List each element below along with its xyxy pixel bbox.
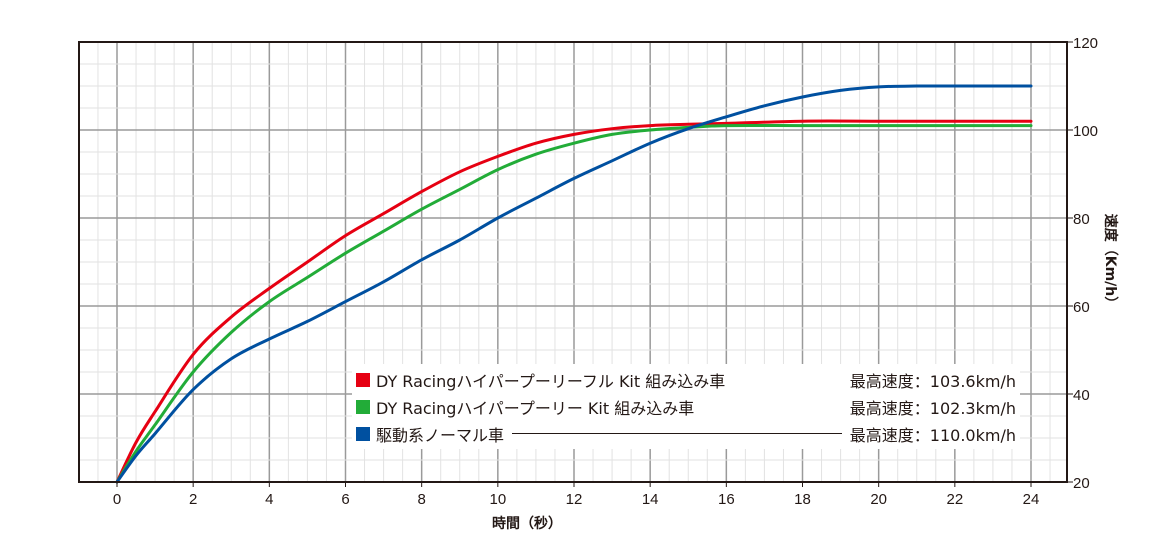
y-tick-label: 40 <box>1073 387 1090 404</box>
legend-label: DY Racingハイパープーリーフル Kit 組み込み車 <box>376 371 726 391</box>
x-tick-label: 18 <box>794 491 811 508</box>
x-tick-label: 0 <box>113 491 121 508</box>
x-tick-label: 8 <box>417 491 425 508</box>
y-axis-ticks: 20 40 60 80 100 120 <box>1067 35 1098 492</box>
x-axis-ticks: 0 2 4 6 8 10 12 14 16 18 20 22 24 <box>113 482 1040 508</box>
legend-swatch-blue <box>356 426 370 441</box>
y-tick-label: 120 <box>1073 35 1098 52</box>
legend-item-normal: 駆動系ノーマル車 最高速度：110.0km/h <box>356 420 1016 447</box>
legend: DY Racingハイパープーリーフル Kit 組み込み車 最高速度：103.6… <box>352 364 1020 449</box>
x-tick-label: 20 <box>870 491 887 508</box>
series-lines <box>115 84 1033 484</box>
legend-swatch-red <box>356 372 370 387</box>
series-line-1 <box>115 123 1033 484</box>
legend-item-full-kit: DY Racingハイパープーリーフル Kit 組み込み車 最高速度：103.6… <box>356 366 1016 393</box>
legend-max-speed: 最高速度：103.6km/h <box>849 371 1016 391</box>
plot-frame <box>78 41 1068 483</box>
x-axis-label: 時間（秒） <box>492 515 562 532</box>
legend-max-speed: 最高速度：110.0km/h <box>849 425 1016 445</box>
y-axis-label: 速度（Km/h） <box>1102 214 1119 311</box>
x-tick-label: 14 <box>642 491 659 508</box>
legend-max-speed: 最高速度：102.3km/h <box>849 398 1016 418</box>
series-line-0 <box>115 119 1033 484</box>
legend-leader-line <box>512 433 842 434</box>
y-tick-label: 80 <box>1073 211 1090 228</box>
legend-swatch-green <box>356 399 370 414</box>
x-tick-label: 24 <box>1023 491 1040 508</box>
legend-item-kit: DY Racingハイパープーリー Kit 組み込み車 最高速度：102.3km… <box>356 393 1016 420</box>
x-tick-label: 4 <box>265 491 273 508</box>
y-tick-label: 100 <box>1073 123 1098 140</box>
series-line-2 <box>115 84 1033 484</box>
x-tick-label: 10 <box>489 491 506 508</box>
y-tick-label: 20 <box>1073 475 1090 492</box>
x-tick-label: 16 <box>718 491 735 508</box>
x-tick-label: 6 <box>341 491 349 508</box>
legend-label: DY Racingハイパープーリー Kit 組み込み車 <box>376 398 695 418</box>
x-tick-label: 12 <box>566 491 583 508</box>
y-tick-label: 60 <box>1073 299 1090 316</box>
x-tick-label: 22 <box>946 491 963 508</box>
legend-label: 駆動系ノーマル車 <box>376 425 505 445</box>
x-tick-label: 2 <box>189 491 197 508</box>
